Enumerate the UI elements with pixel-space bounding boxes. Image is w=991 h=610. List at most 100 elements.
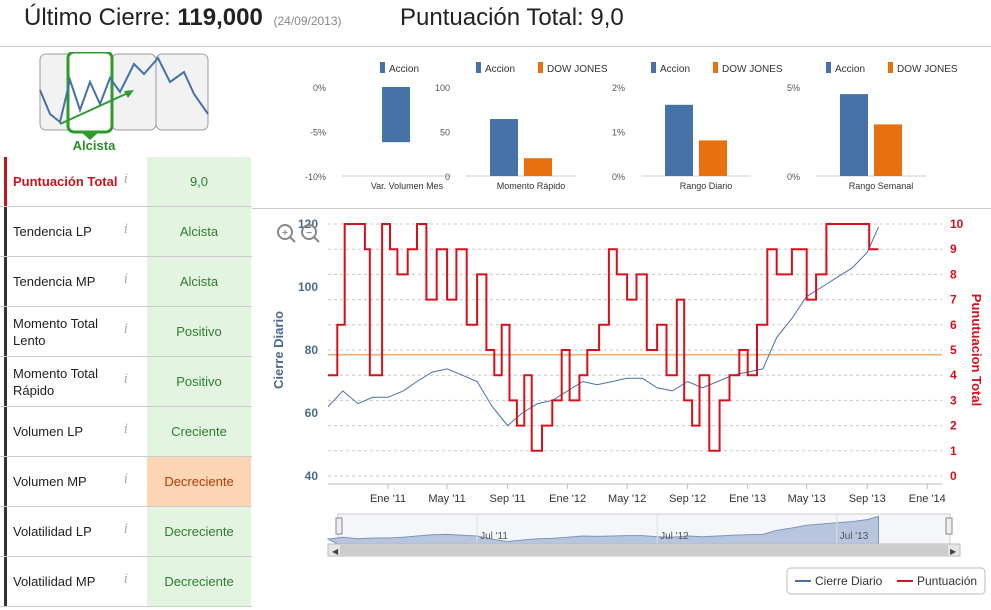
info-icon[interactable]: i: [123, 422, 129, 437]
legend-label: DOW JONES: [897, 64, 958, 75]
zoom-in-glyph: +: [282, 228, 288, 239]
y2-tick-label: 4: [950, 368, 957, 382]
legend-box: [786, 567, 986, 595]
score-label: Momento Total Rápido: [4, 357, 120, 406]
navigator-label: Jul '11: [480, 531, 508, 542]
info-icon[interactable]: i: [123, 572, 129, 587]
y-tick-label: 40: [305, 469, 319, 483]
trend-panel-3: [155, 53, 209, 131]
legend-marker: [826, 62, 831, 73]
y2-tick-label: 6: [950, 318, 957, 332]
score-value: Positivo: [147, 307, 251, 356]
legend-marker: [888, 62, 893, 73]
score-row: Volatilidad LP i Decreciente: [0, 507, 252, 557]
x-tick-label: Sep '11: [489, 493, 525, 505]
navigator-area: [326, 515, 879, 545]
y-axis-title: Cierre Diario: [271, 311, 286, 389]
bar: [874, 124, 902, 176]
x-tick-label: Ene '14: [909, 493, 946, 505]
bar: [524, 158, 552, 176]
last-close-label: Último Cierre:: [24, 4, 171, 31]
score-row: Momento Total Lento i Positivo: [0, 307, 252, 357]
y2-tick-label: 0: [950, 469, 957, 483]
y-tick-label: 0%: [787, 172, 800, 182]
x-tick-label: Sep '12: [669, 493, 706, 505]
section-divider: [252, 208, 991, 209]
score-label: Momento Total Lento: [4, 307, 120, 356]
zoom-in-lens: [277, 224, 293, 240]
x-tick-label: Ene '11: [370, 493, 406, 505]
score-row: Momento Total Rápido i Positivo: [0, 357, 252, 407]
legend-marker: [380, 62, 385, 73]
info-icon[interactable]: i: [123, 472, 129, 487]
y2-tick-label: 8: [950, 267, 957, 281]
bar: [840, 94, 868, 176]
zoom-in-handle: [289, 236, 296, 243]
legend-marker: [713, 62, 718, 73]
x-tick-label: Ene '12: [549, 493, 586, 505]
legend-label: DOW JONES: [547, 64, 608, 75]
trend-widget: [39, 52, 209, 140]
score-value: Creciente: [147, 407, 251, 456]
y-tick-label: -10%: [305, 172, 326, 182]
scroll-right-arrow: ▶: [950, 547, 957, 556]
score-label: Volumen LP: [4, 407, 120, 456]
score-table: Puntuación Total i 9,0 Tendencia LP i Alcista…: [0, 157, 252, 607]
score-label: Tendencia LP: [4, 207, 120, 256]
score-label: Puntuación Total: [4, 157, 120, 206]
info-icon[interactable]: i: [123, 322, 129, 337]
y-tick-label: 50: [440, 128, 450, 138]
y-tick-label: 0%: [313, 83, 326, 93]
category-label: Momento Rápido: [497, 181, 566, 191]
y2-tick-label: 1: [950, 444, 957, 458]
series-puntuacion: [328, 223, 879, 452]
legend-marker: [651, 62, 656, 73]
score-label: Volatilidad LP: [4, 507, 120, 556]
y-tick-label: 100: [298, 280, 318, 294]
info-icon[interactable]: i: [123, 222, 129, 237]
info-icon[interactable]: i: [123, 272, 129, 287]
info-icon[interactable]: i: [123, 372, 129, 387]
y-tick-label: 60: [305, 406, 319, 420]
scroll-left-arrow: ◀: [332, 547, 339, 556]
legend-label: Accion: [835, 64, 865, 75]
trend-sparkline: [39, 56, 209, 124]
total-score-value: 9,0: [590, 4, 624, 31]
trend-arrow: [59, 91, 131, 125]
y-tick-label: 0%: [612, 172, 625, 182]
score-value: Decreciente: [147, 557, 251, 606]
last-close-value: 119,000: [177, 4, 263, 31]
zoom-out-icon[interactable]: −: [301, 224, 320, 243]
zoom-out-lens: [301, 224, 317, 240]
header: Último Cierre: 119,000 (24/09/2013) Punt…: [0, 0, 991, 47]
legend-label: Accion: [660, 64, 690, 75]
y-tick-label: -5%: [310, 128, 326, 138]
series-cierre-diario: [327, 226, 879, 427]
bar: [665, 104, 693, 176]
category-label: Var. Volumen Mes: [371, 181, 444, 191]
mini-charts: Accion 0% -5% -10% Var. Volumen Mes Accion DOW…: [305, 62, 958, 191]
trend-pointer: [81, 132, 99, 140]
y-tick-label: 0: [445, 172, 450, 182]
bar: [490, 119, 518, 176]
navigator-handle-left[interactable]: [335, 517, 343, 535]
y-tick-label: 80: [305, 343, 319, 357]
info-icon[interactable]: i: [123, 522, 129, 537]
score-value: Alcista: [147, 257, 251, 306]
legend-label-cierre: Cierre Diario: [815, 574, 883, 588]
legend-marker: [538, 62, 543, 73]
y2-tick-label: 2: [950, 419, 957, 433]
bar: [699, 140, 727, 176]
x-tick-label: Sep '13: [849, 493, 886, 505]
navigator-label: Jul '13: [840, 531, 869, 542]
y2-tick-label: 10: [950, 217, 964, 231]
score-value: Decreciente: [147, 457, 251, 506]
y-tick-label: 2%: [612, 83, 625, 93]
zoom-out-glyph: −: [306, 228, 312, 239]
y2-tick-label: 5: [950, 343, 957, 357]
info-icon[interactable]: i: [123, 172, 129, 187]
navigator-handle-right[interactable]: [945, 517, 953, 535]
y2-tick-label: 3: [950, 393, 957, 407]
zoom-in-icon[interactable]: +: [277, 224, 296, 243]
